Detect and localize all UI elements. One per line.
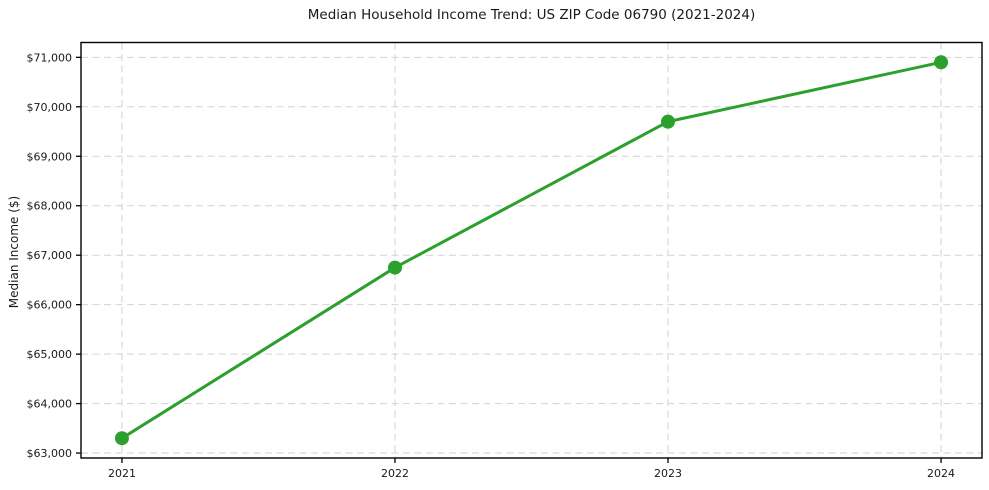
income-trend-line: [120, 60, 943, 440]
x-tick-label: 2024: [927, 467, 955, 480]
y-tick-label: $65,000: [27, 348, 73, 361]
x-tick-label: 2023: [654, 467, 682, 480]
data-point-marker: [114, 431, 129, 446]
plot-border: [80, 41, 983, 459]
y-tick-label: $71,000: [27, 51, 73, 64]
y-tick-label: $63,000: [27, 447, 73, 460]
y-tick-label: $70,000: [27, 101, 73, 114]
y-tick-label: $66,000: [27, 299, 73, 312]
y-tick-label: $69,000: [27, 150, 73, 163]
x-tick-label: 2022: [381, 467, 409, 480]
y-tick-label: $67,000: [27, 249, 73, 262]
data-point-marker: [934, 55, 949, 70]
x-tick-label: 2021: [108, 467, 136, 480]
y-tick-label: $64,000: [27, 398, 73, 411]
data-point-marker: [661, 114, 676, 129]
y-tick-label: $68,000: [27, 200, 73, 213]
data-point-marker: [387, 260, 402, 275]
chart-title: Median Household Income Trend: US ZIP Co…: [307, 7, 756, 23]
